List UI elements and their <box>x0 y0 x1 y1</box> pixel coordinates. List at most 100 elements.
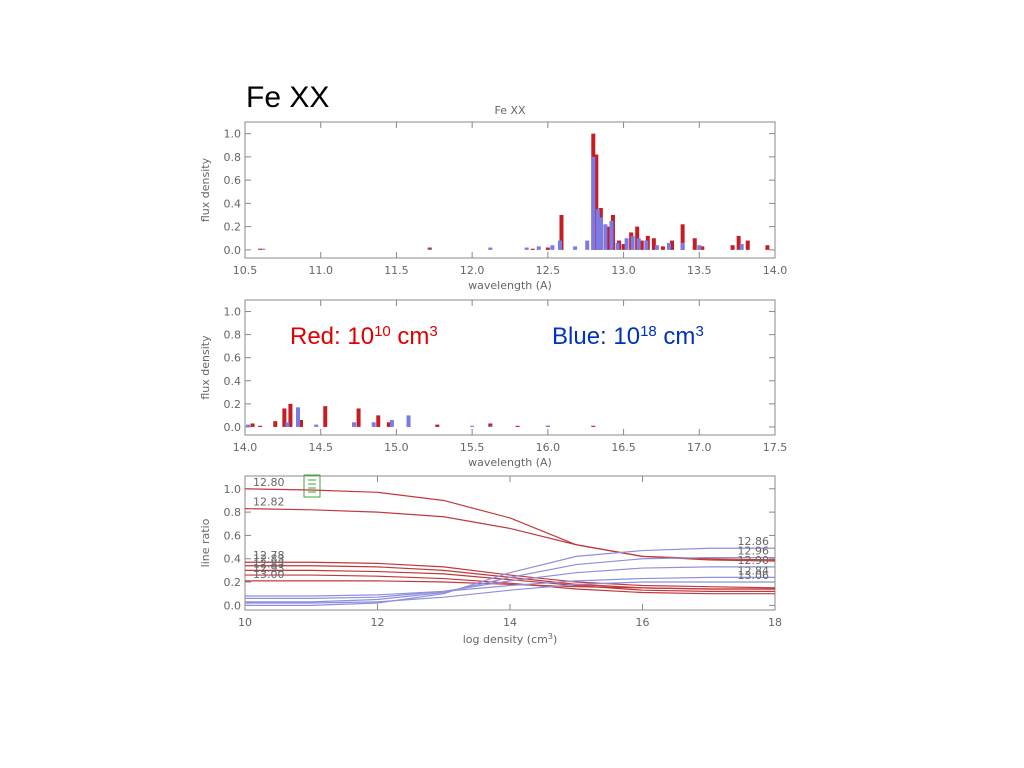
annotation-part: cm <box>391 323 430 350</box>
bar <box>550 245 555 250</box>
bar <box>371 422 376 427</box>
bar <box>288 403 293 427</box>
x-tick-label: 11.5 <box>384 264 409 277</box>
bar <box>697 245 702 250</box>
y-tick-label: 0.6 <box>224 529 242 542</box>
x-axis-label: wavelength (A) <box>468 279 552 292</box>
bar <box>545 247 550 250</box>
plot-frame <box>244 121 776 259</box>
x-tick-label: 10 <box>238 616 252 629</box>
line <box>244 508 776 562</box>
bar <box>515 425 520 427</box>
bar <box>630 235 635 250</box>
annotation-part: 3 <box>695 323 703 340</box>
bar <box>250 423 255 427</box>
bar <box>745 240 750 250</box>
bar <box>730 245 735 250</box>
x-tick-label: 12.0 <box>460 264 485 277</box>
annotation-part: 10 <box>374 323 391 340</box>
bar <box>545 425 550 427</box>
bar <box>700 246 705 250</box>
bar <box>530 248 535 250</box>
line <box>245 574 775 595</box>
bar <box>591 156 596 250</box>
x-axis-label: wavelength (A) <box>468 456 552 469</box>
bar <box>667 242 671 250</box>
bar <box>536 246 541 250</box>
x-tick-label: 11.0 <box>308 264 333 277</box>
line <box>245 556 775 603</box>
line <box>245 580 775 590</box>
bar <box>585 240 590 250</box>
x-tick-label: 14.0 <box>763 264 788 277</box>
bar <box>296 407 300 427</box>
annotation-part: 18 <box>640 323 657 340</box>
bar <box>660 246 665 250</box>
bar <box>258 425 263 427</box>
series-label: 12.90 <box>738 554 770 567</box>
x-axis-label-part: log density (cm <box>463 633 548 646</box>
line <box>245 566 775 599</box>
y-tick-label: 0.0 <box>224 599 242 612</box>
chart-title: Fe XX <box>494 104 526 117</box>
bar <box>680 242 685 250</box>
y-axis-label: flux density <box>199 335 212 400</box>
annotation: Blue: 1018 cm3 <box>552 323 704 351</box>
bar <box>636 238 641 250</box>
x-tick-label: 13.5 <box>687 264 712 277</box>
y-tick-label: 0.2 <box>224 221 242 234</box>
y-tick-label: 0.2 <box>224 576 242 589</box>
x-tick-label: 10.5 <box>233 264 258 277</box>
line <box>245 569 775 592</box>
y-tick-label: 0.0 <box>224 244 242 257</box>
bar <box>557 240 562 250</box>
bar <box>739 244 744 250</box>
x-tick-label: 14 <box>503 616 517 629</box>
y-tick-label: 0.4 <box>224 197 242 210</box>
x-tick-label: 14.5 <box>308 441 333 454</box>
x-tick-label: 16.0 <box>536 441 561 454</box>
y-tick-label: 1.0 <box>224 483 242 496</box>
x-tick-label: 16 <box>636 616 650 629</box>
series-label: 12.96 <box>738 545 770 558</box>
bar <box>314 424 319 427</box>
y-tick-label: 0.6 <box>224 352 242 365</box>
bar <box>376 415 381 427</box>
bar <box>736 235 741 250</box>
bar <box>386 422 391 427</box>
bar <box>651 238 656 250</box>
bar <box>435 424 440 427</box>
bar <box>644 240 649 250</box>
bar <box>606 226 611 250</box>
y-tick-label: 0.8 <box>224 506 242 519</box>
icon <box>303 474 321 498</box>
bar <box>246 424 251 427</box>
series-label: 12.86 <box>738 535 770 548</box>
bar <box>488 247 493 250</box>
y-axis-label: flux density <box>199 157 212 222</box>
x-tick-label: 15.0 <box>384 441 409 454</box>
x-axis-label: log density (cm3) <box>463 632 558 647</box>
plot-frame <box>244 299 776 436</box>
y-tick-label: 1.0 <box>224 306 242 319</box>
bar <box>282 408 287 427</box>
bar <box>594 154 599 250</box>
annotation-part: 3 <box>429 323 437 340</box>
bar <box>323 406 328 427</box>
series-label: 12.78 <box>253 549 285 562</box>
annotation: Red: 1010 cm3 <box>290 323 438 351</box>
bar <box>352 422 357 427</box>
bar <box>285 422 290 427</box>
y-tick-label: 1.0 <box>224 128 242 141</box>
bar <box>273 421 278 427</box>
bar <box>692 238 697 250</box>
y-tick-label: 0.8 <box>224 151 242 164</box>
y-tick-label: 0.2 <box>224 398 242 411</box>
bar <box>615 242 620 250</box>
x-tick-label: 17.5 <box>763 441 788 454</box>
x-tick-label: 15.5 <box>460 441 485 454</box>
bar <box>488 425 493 427</box>
series-label: 12.82 <box>253 496 285 509</box>
bar <box>406 415 411 427</box>
